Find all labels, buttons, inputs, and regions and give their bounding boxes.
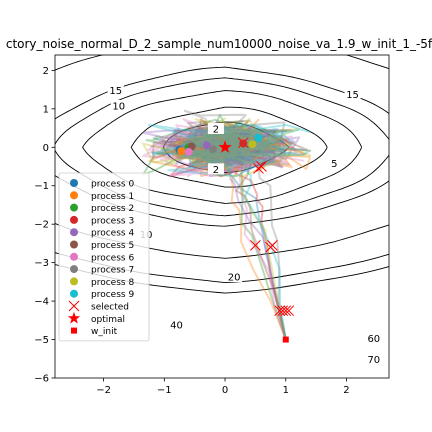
contour-level-70	[55, 264, 389, 294]
legend-marker-x	[68, 300, 80, 312]
contour-level-40	[55, 55, 389, 259]
legend-marker-dot	[70, 179, 78, 187]
contour-label: 60	[367, 334, 380, 345]
contour-label: 15	[346, 90, 359, 101]
legend-label: process 2	[91, 204, 134, 214]
selected-marker	[283, 305, 295, 317]
axes: −2 −1 0 1 2 −6 −5 −4 −3 −2 −1 0 1 2	[34, 66, 349, 396]
legend-marker-dot	[70, 240, 78, 249]
legend-label: process 1	[91, 192, 134, 202]
contour-label: 15	[109, 86, 122, 97]
final-point-process-6	[184, 147, 193, 156]
contour-label-bg	[344, 88, 361, 100]
legend-label: w_init	[91, 327, 118, 337]
contour-label: 2	[213, 124, 219, 135]
y-tick-label: 2	[43, 66, 49, 77]
legend-label: optimal	[91, 315, 125, 325]
contour-label-bg	[326, 157, 343, 169]
y-tick-label: −3	[34, 258, 49, 269]
legend-marker-dot	[70, 265, 78, 274]
legend-marker-dot	[70, 277, 78, 286]
contour-label: 5	[331, 159, 337, 170]
legend-marker-dot	[70, 252, 78, 261]
y-tick-label: −4	[34, 297, 49, 308]
final-point-process-1	[177, 147, 186, 156]
trajectory-process-9	[148, 123, 312, 340]
legend-label: process 3	[91, 216, 134, 226]
contour-label: 40	[170, 321, 183, 332]
plot-area: 1515102251020406070	[55, 55, 389, 366]
final-point-process-7	[208, 145, 217, 154]
y-tick-label: 0	[43, 143, 49, 154]
final-point-process-8	[248, 140, 257, 149]
legend-marker-dot	[70, 191, 78, 200]
x-tick-label: 1	[283, 385, 289, 396]
x-tick-label: 0	[222, 385, 228, 396]
contour-label: 2	[213, 165, 219, 176]
contour-label-bg	[365, 332, 382, 344]
y-tick-label: −2	[34, 220, 49, 231]
chart-title: ctory_noise_normal_D_2_sample_num10000_n…	[6, 37, 432, 51]
final-point-process-4	[202, 141, 211, 150]
contour-level-10	[82, 90, 363, 204]
selected-marker	[256, 161, 267, 172]
legend-marker-dot	[70, 228, 78, 237]
contour-lines	[55, 55, 389, 294]
legend: process 0 process 1 process 2 process 3 proc…	[58, 172, 150, 342]
optimal-marker	[218, 140, 232, 153]
selected-marker	[280, 305, 292, 317]
contour-level-2	[163, 121, 290, 173]
trajectory-process-6	[142, 118, 305, 340]
contour-label-bg	[365, 353, 382, 365]
y-tick-label: 1	[43, 104, 49, 115]
x-tick-label: 2	[343, 385, 349, 396]
legend-marker-dot	[70, 203, 78, 212]
w-init-marker	[282, 336, 289, 343]
contour-level-20	[55, 66, 389, 227]
contour-label-bg	[168, 319, 185, 331]
selected-marker	[253, 163, 264, 174]
final-point-process-9	[254, 133, 263, 142]
contour-label: 20	[228, 273, 241, 284]
plot-frame	[54, 54, 390, 379]
contour-label-bg	[107, 84, 124, 96]
y-tick-label: −6	[34, 374, 49, 385]
legend-label: process 5	[91, 241, 134, 251]
selected-marker	[250, 239, 261, 251]
contour-level-5	[130, 106, 328, 188]
final-point-process-3	[239, 139, 248, 148]
contour-label-bg	[110, 99, 127, 111]
contour-level-60	[55, 252, 389, 284]
legend-box	[58, 172, 150, 342]
y-tick-label: −1	[34, 181, 49, 192]
legend-marker-dot	[70, 289, 78, 298]
markers	[175, 133, 295, 343]
contour-label: 10	[112, 101, 125, 112]
legend-marker-square	[71, 327, 77, 334]
trajectory-process-3	[168, 118, 297, 340]
x-tick-label: −2	[96, 385, 111, 396]
contour-level-15	[55, 77, 389, 217]
legend-label: process 8	[91, 278, 134, 288]
legend-label: process 6	[91, 253, 134, 263]
contour-label-bg	[207, 163, 224, 175]
selected-marker	[267, 239, 278, 251]
legend-marker-star	[67, 311, 81, 324]
contour-label: 70	[367, 355, 380, 366]
legend-label: process 4	[91, 229, 134, 239]
trajectory-process-5	[152, 119, 308, 340]
x-tick-label: −1	[157, 385, 172, 396]
contour-label-bg	[226, 271, 243, 283]
legend-label: process 7	[91, 266, 134, 276]
y-tick-label: −5	[34, 335, 49, 346]
legend-marker-dot	[70, 215, 78, 224]
legend-label: process 0	[91, 180, 134, 190]
legend-label: process 9	[91, 290, 134, 300]
contour-label-bg	[207, 122, 224, 134]
legend-label: selected	[91, 303, 129, 313]
